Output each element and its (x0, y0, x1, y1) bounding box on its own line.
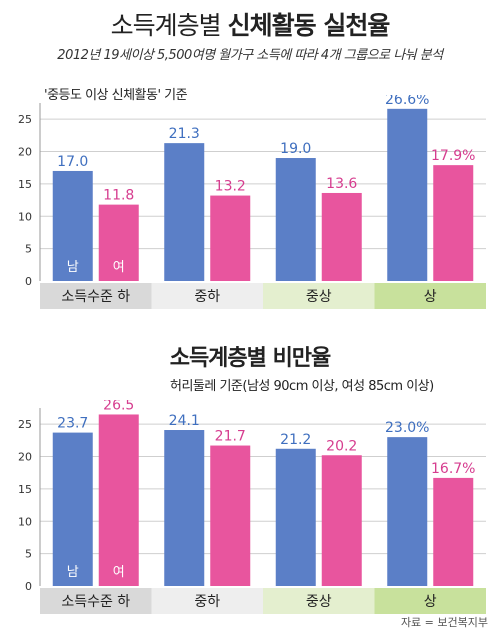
bar (98, 414, 139, 586)
category-label: 중상 (306, 594, 332, 610)
category-band (263, 283, 375, 309)
chart1-title: 소득계층별 신체활동 실천율 (0, 6, 500, 42)
category-label: 상 (424, 594, 437, 610)
data-label: 11.8 (103, 188, 134, 204)
data-label: 24.1 (169, 413, 200, 429)
bar (98, 204, 139, 281)
series-label: 남 (67, 565, 79, 580)
data-label: 26.5 (103, 400, 134, 413)
data-label: 20.2 (326, 438, 357, 454)
bar (164, 430, 205, 586)
category-band (40, 283, 152, 309)
data-label: 23.7 (57, 416, 88, 432)
data-label: 21.3 (169, 126, 200, 142)
obesity-chart: 0 5 10 15 20 25 소득수준 하 중하 중상 상 23.7 남 26.5 여 24.1 21.7 2… (18, 400, 486, 614)
bar (164, 143, 205, 281)
category-band (151, 588, 263, 614)
chart1-title-part1: 소득계층별 (110, 11, 222, 40)
data-label: 21.7 (215, 429, 246, 445)
bar (275, 158, 316, 281)
category-band (263, 588, 375, 614)
bar (52, 432, 93, 586)
data-label: 17.0 (57, 154, 88, 170)
source-credit: 자료 = 보건복지부 (400, 616, 488, 629)
data-label: 19.0 (280, 141, 311, 157)
category-band (40, 588, 152, 614)
y-tick-label: 20 (18, 451, 32, 464)
data-label: 17.9% (431, 148, 475, 164)
data-label: 13.6 (326, 176, 357, 192)
bar (321, 192, 362, 281)
chart1-title-part2: 신체활동 실천율 (227, 11, 391, 40)
category-label: 소득수준 하 (61, 594, 130, 610)
chart1-subtitle: 2012년 19세이상 5,500여명 월가구 소득에 따라 4개 그룹으로 나… (57, 48, 443, 63)
bar (321, 455, 362, 586)
y-tick-label: 10 (18, 210, 32, 223)
bar (210, 195, 251, 281)
y-tick-label: 20 (18, 146, 32, 159)
bar (433, 165, 474, 281)
bar (52, 170, 93, 281)
category-label: 중하 (194, 289, 220, 305)
category-band (151, 283, 263, 309)
data-label: 16.7% (431, 461, 475, 477)
series-label: 남 (67, 260, 79, 275)
data-label: 13.2 (215, 179, 246, 195)
y-tick-label: 15 (18, 178, 32, 191)
y-tick-label: 25 (18, 418, 32, 431)
bar (387, 108, 428, 281)
y-tick-label: 25 (18, 113, 32, 126)
chart1-note: '중등도 이상 신체활동' 기준 (44, 88, 188, 103)
y-tick-label: 15 (18, 483, 32, 496)
data-label: 21.2 (280, 432, 311, 448)
bar (387, 437, 428, 586)
bar (275, 448, 316, 586)
bar (210, 445, 251, 586)
category-band (374, 283, 486, 309)
y-tick-label: 5 (25, 243, 32, 256)
y-tick-label: 0 (25, 580, 32, 593)
category-label: 상 (424, 289, 437, 305)
y-tick-label: 5 (25, 548, 32, 561)
category-label: 중하 (194, 594, 220, 610)
chart2-title: 소득계층별 비만율 (169, 346, 332, 371)
chart2-note: 허리둘레 기준(남성 90cm 이상, 여성 85cm 이상) (170, 379, 434, 394)
category-label: 소득수준 하 (61, 289, 130, 305)
category-label: 중상 (306, 289, 332, 305)
series-label: 여 (113, 260, 125, 275)
series-label: 여 (113, 565, 125, 580)
category-band (374, 588, 486, 614)
data-label: 23.0% (385, 420, 429, 436)
y-tick-label: 10 (18, 515, 32, 528)
bar (433, 477, 474, 586)
activity-chart: 0 5 10 15 20 25 소득수준 하 중하 중상 상 17.0 남 11.8 여 21.3 13.2 1… (18, 95, 486, 309)
data-label: 26.6% (385, 95, 429, 108)
y-tick-label: 0 (25, 275, 32, 288)
